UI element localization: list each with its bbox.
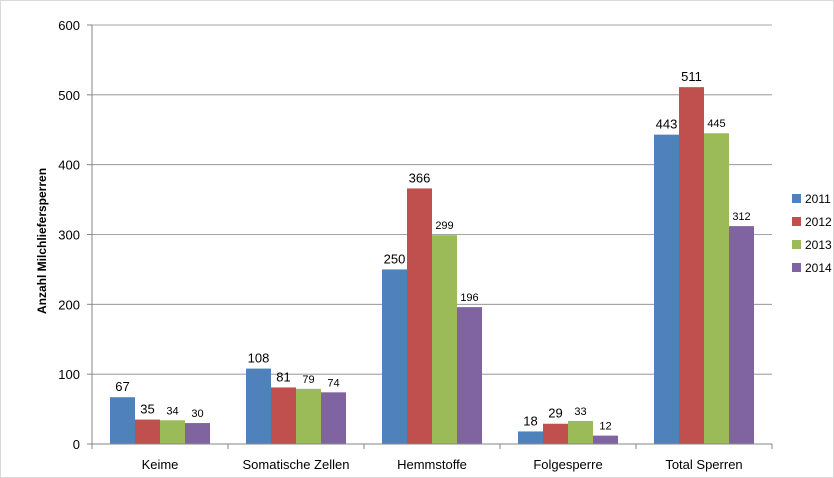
bar-2014-2	[457, 307, 482, 444]
bar-2013-3	[568, 420, 593, 444]
legend-label-2013: 2013	[805, 238, 832, 252]
x-tick-label: Keime	[142, 457, 179, 472]
y-tick-label: 400	[58, 158, 80, 173]
y-tick-label: 100	[58, 367, 80, 382]
bar-2013-0	[160, 420, 185, 444]
bar-2011-2	[382, 269, 407, 444]
data-label: 29	[548, 406, 562, 421]
data-label: 67	[115, 379, 129, 394]
data-label: 366	[409, 170, 431, 185]
bar-2014-0	[185, 423, 210, 444]
bar-2011-1	[246, 368, 271, 444]
y-tick-label: 0	[73, 437, 80, 452]
y-tick-label: 500	[58, 88, 80, 103]
x-tick-label: Total Sperren	[665, 457, 742, 472]
y-axis-title: Anzahl Milchliefersperren	[35, 168, 49, 314]
data-label: 74	[327, 377, 339, 389]
legend-swatch-2014	[792, 263, 801, 272]
bar-2013-4	[704, 133, 729, 444]
bar-series	[110, 87, 754, 444]
bar-2012-0	[135, 419, 160, 444]
bar-2013-1	[296, 388, 321, 444]
bar-2013-2	[432, 235, 457, 444]
data-label: 18	[523, 413, 537, 428]
legend-swatch-2012	[792, 217, 801, 226]
bar-2012-3	[543, 423, 568, 444]
x-axis: Keime Somatische Zellen Hemmstoffe Folgespe…	[91, 443, 773, 472]
y-tick-label: 600	[58, 18, 80, 33]
legend-label-2011: 2011	[805, 192, 831, 206]
bar-2012-4	[679, 87, 704, 444]
data-label: 312	[732, 211, 750, 223]
y-tick-label: 300	[58, 228, 80, 243]
legend-swatch-2011	[792, 194, 801, 203]
legend-label-2012: 2012	[805, 215, 832, 229]
data-label: 81	[276, 369, 290, 384]
data-label: 196	[460, 292, 478, 304]
data-label: 34	[166, 405, 178, 417]
legend: 2011 2012 2013 2014	[792, 192, 832, 275]
data-label: 35	[140, 402, 154, 417]
bar-2014-3	[593, 435, 618, 444]
bar-2011-4	[654, 134, 679, 444]
data-label: 33	[574, 406, 586, 418]
x-tick-label: Somatische Zellen	[243, 457, 350, 472]
x-tick-label: Folgesperre	[533, 457, 602, 472]
data-labels: 67 35 34 30 108 81 79 74 250 366 299 196 18 29 33 12 443…	[115, 69, 750, 432]
bar-2011-0	[110, 397, 135, 444]
bar-2012-2	[407, 188, 432, 444]
legend-label-2014: 2014	[805, 261, 832, 275]
data-label: 445	[707, 118, 725, 130]
bar-2011-3	[518, 431, 543, 444]
data-label: 443	[656, 117, 678, 132]
y-axis: 0 100 200 300 400 500 600	[58, 18, 93, 452]
x-tick-label: Hemmstoffe	[397, 457, 467, 472]
data-label: 250	[384, 251, 406, 266]
data-label: 299	[435, 220, 453, 232]
data-label: 511	[681, 69, 702, 84]
legend-swatch-2013	[792, 240, 801, 249]
y-tick-label: 200	[58, 297, 80, 312]
data-label: 79	[302, 374, 314, 386]
data-label: 108	[248, 351, 270, 366]
bar-2014-4	[729, 226, 754, 444]
bar-2014-1	[321, 392, 346, 444]
bar-2012-1	[271, 387, 296, 444]
data-label: 30	[191, 408, 203, 420]
data-label: 12	[599, 421, 611, 433]
